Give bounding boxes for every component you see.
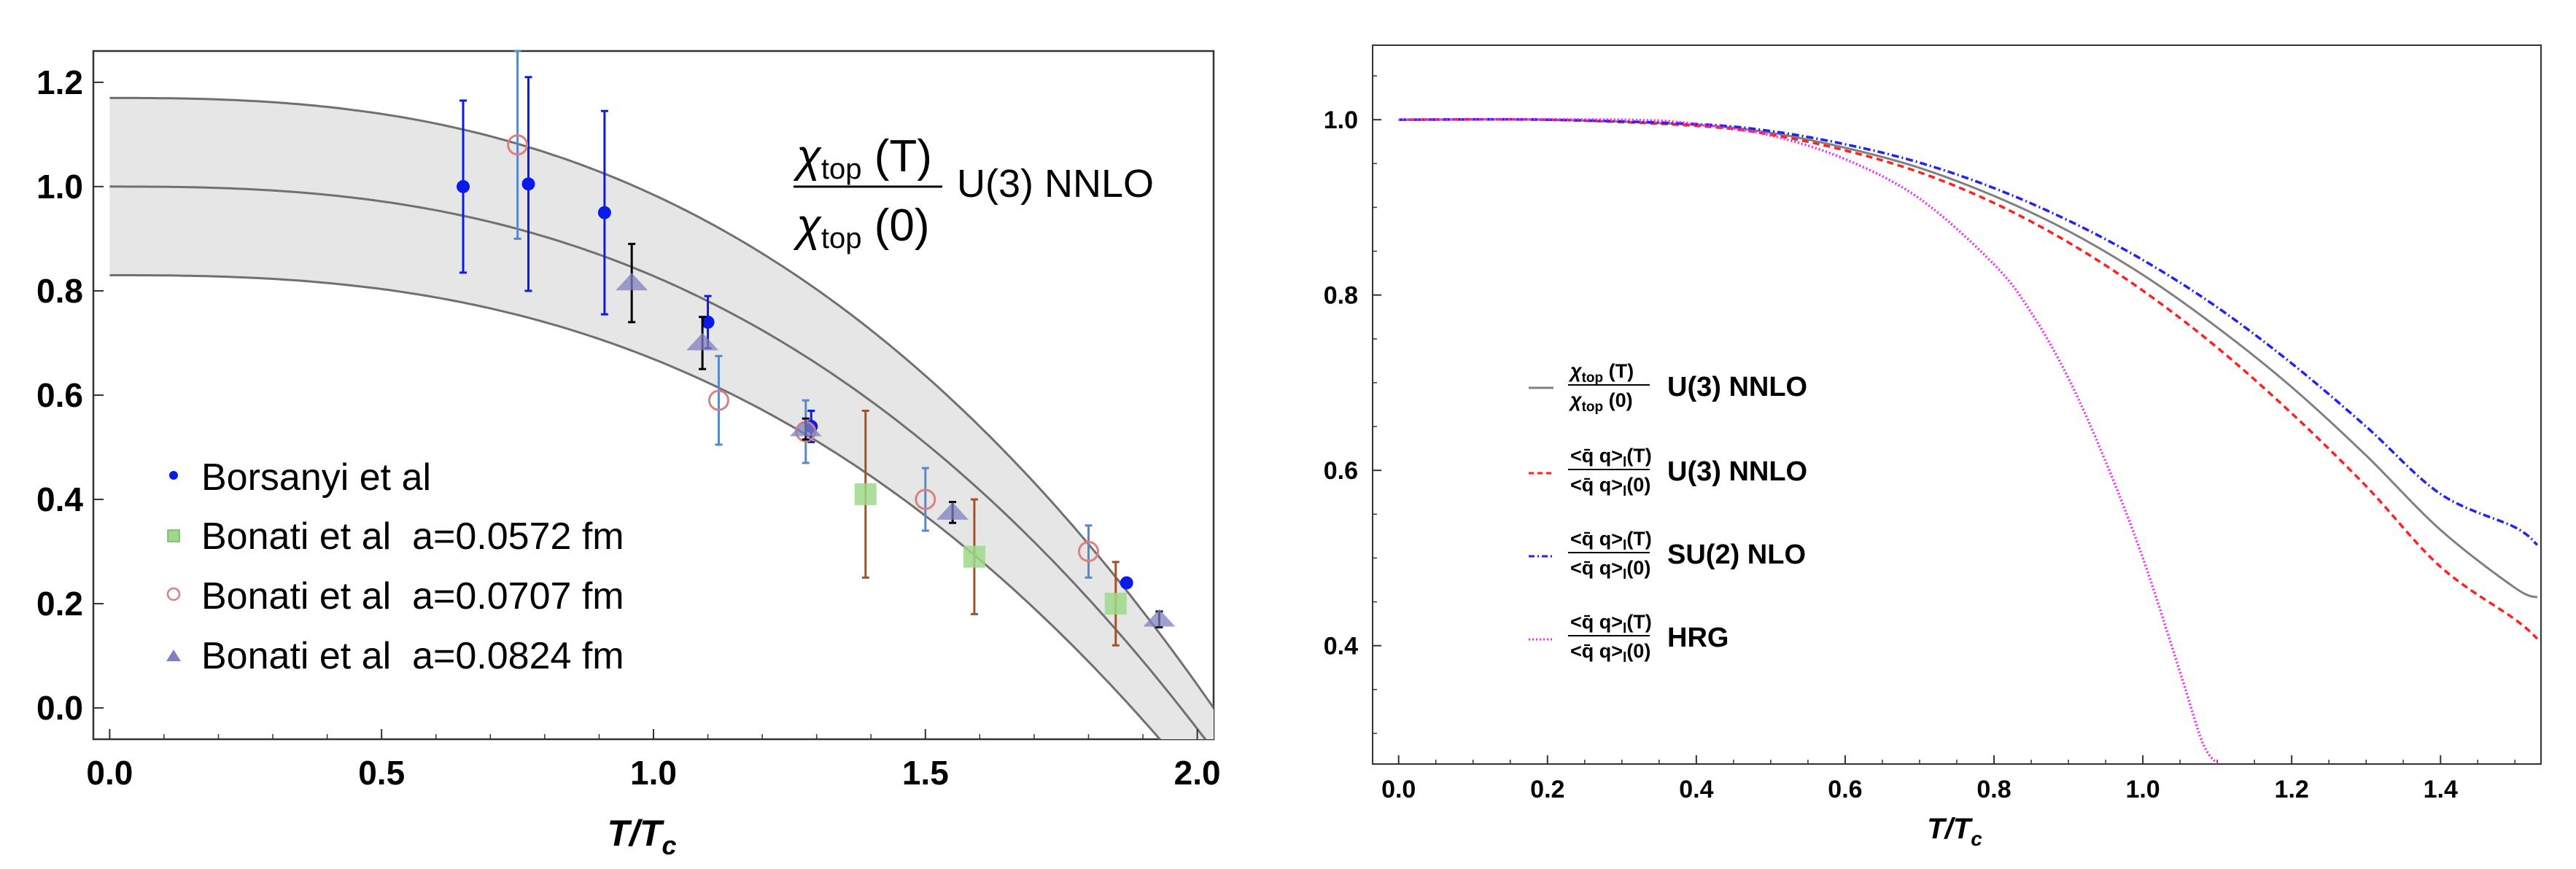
data-point-bonati-0824	[936, 502, 969, 520]
left-band-clip-group	[109, 96, 1214, 739]
legend-frac-den: <q̄ q>l(0)	[1570, 640, 1650, 666]
left-band-group	[109, 96, 1214, 739]
legend-frac-den: χtop (0)	[1568, 389, 1633, 415]
x-tick-label: 0.0	[1381, 776, 1416, 803]
annotation-denominator: χtop (0)	[793, 200, 929, 254]
data-point-bonati-0707	[1078, 541, 1100, 563]
right-plot-frame	[1372, 44, 2542, 765]
right-curves	[1398, 117, 2539, 764]
curve-condensate-hrg	[1398, 118, 2219, 764]
legend-label-bonati-0707: Bonati et al a=0.0707 fm	[201, 575, 624, 617]
data-point-borsanyi	[457, 179, 470, 193]
legend-label-hrg: HRG	[1667, 623, 1729, 653]
x-tick-label: 1.0	[2125, 776, 2160, 803]
data-point-borsanyi	[1120, 576, 1133, 590]
data-point-bonati-0707	[915, 488, 936, 510]
legend-item-chi-top: χtop (T) χtop (0) U(3) NNLO	[1529, 360, 1807, 415]
left-x-axis-label: T/Tc	[607, 813, 676, 860]
legend-label-bonati-0572: Bonati et al a=0.0572 fm	[201, 515, 624, 558]
right-legend: χtop (T) χtop (0) U(3) NNLO <q̄ q>l(T) <…	[1529, 360, 1807, 666]
left-annotation: χtop (T) χtop (0) U(3) NNLO	[793, 131, 1154, 254]
legend-frac-den: <q̄ q>l(0)	[1570, 557, 1650, 582]
band-lower-curve	[109, 274, 1162, 739]
data-point-bonati-0572	[963, 545, 985, 568]
legend-item-bonati-0707: Bonati et al a=0.0707 fm	[166, 575, 624, 617]
data-point-bonati-0824	[1143, 609, 1176, 627]
x-tick-label: 0.6	[1828, 776, 1862, 803]
legend-frac-num: χtop (T)	[1568, 360, 1634, 386]
right-curves-clip	[1398, 117, 2539, 764]
legend-label-su2-nlo: SU(2) NLO	[1667, 539, 1806, 570]
y-tick-label: 1.2	[36, 63, 83, 101]
legend-item-su2: <q̄ q>l(T) <q̄ q>l(0) SU(2) NLO	[1529, 528, 1806, 582]
curve-condensate-u3	[1398, 117, 2539, 640]
legend-label-u3-chi: U(3) NNLO	[1667, 372, 1807, 402]
left-legend: Borsanyi et al Bonati et al a=0.0572 fm …	[166, 456, 624, 677]
x-tick-label: 1.0	[630, 754, 677, 792]
legend-marker-open-circle	[166, 587, 181, 601]
y-tick-label: 0.4	[36, 480, 83, 518]
legend-frac-num: <q̄ q>l(T)	[1570, 445, 1652, 470]
curve-condensate-su2	[1398, 118, 2539, 546]
data-point-bonati-0824	[686, 332, 719, 351]
left-chart: 0.0 0.5 1.0 1.5 2.0 0.0 0.2 0.4 0.6 0.8 1.0 1.2 χto…	[36, 50, 1221, 860]
y-tick-label: 0.2	[36, 585, 83, 623]
x-tick-label: 1.5	[902, 754, 949, 792]
annotation-label: U(3) NNLO	[957, 162, 1154, 206]
band-fill	[109, 98, 1214, 739]
legend-item-u3-condensate: <q̄ q>l(T) <q̄ q>l(0) U(3) NNLO	[1529, 445, 1807, 499]
y-tick-label: 0.0	[36, 689, 83, 727]
band-upper-curve	[109, 96, 1214, 710]
x-tick-label: 1.4	[2424, 776, 2458, 803]
legend-label-borsanyi: Borsanyi et al	[201, 456, 431, 499]
x-tick-label: 0.2	[1530, 776, 1564, 803]
annotation-numerator: χtop (T)	[793, 131, 932, 185]
y-tick-label: 0.8	[1324, 282, 1358, 310]
data-point-bonati-0707	[707, 389, 729, 411]
x-tick-label: 0.8	[1976, 776, 2011, 803]
legend-frac-num: <q̄ q>l(T)	[1570, 611, 1652, 636]
y-tick-label: 1.0	[36, 168, 83, 206]
legend-marker-circle	[169, 471, 178, 480]
y-tick-label: 1.0	[1324, 106, 1358, 134]
legend-item-bonati-0824: Bonati et al a=0.0824 fm	[166, 635, 624, 677]
x-tick-label: 1.2	[2275, 776, 2309, 803]
legend-item-bonati-0572: Bonati et al a=0.0572 fm	[167, 515, 624, 558]
y-tick-label: 0.8	[36, 272, 83, 310]
right-axis-ticks: 0.0 0.2 0.4 0.6 0.8 1.0 1.2 1.4 0.4 0.6 0.8 1.0	[1324, 75, 2516, 803]
data-point-bonati-0572	[854, 483, 877, 505]
left-axis-ticks: 0.0 0.5 1.0 1.5 2.0 0.0 0.2 0.4 0.6 0.8 1.0 1.2	[36, 63, 1221, 792]
y-tick-label: 0.4	[1324, 633, 1358, 660]
right-x-axis-label: T/Tc	[1927, 813, 1982, 850]
legend-label-bonati-0824: Bonati et al a=0.0824 fm	[201, 635, 624, 677]
right-chart: 0.0 0.2 0.4 0.6 0.8 1.0 1.2 1.4 0.4 0.6 0.8 1.0 χto…	[1324, 44, 2542, 850]
legend-marker-triangle	[166, 650, 181, 661]
left-data-points	[457, 50, 1176, 647]
legend-frac-den: <q̄ q>l(0)	[1570, 474, 1650, 499]
band-center-curve	[109, 185, 1207, 739]
legend-marker-square	[167, 529, 180, 542]
legend-item-borsanyi: Borsanyi et al	[169, 456, 431, 499]
legend-frac-num: <q̄ q>l(T)	[1570, 528, 1652, 553]
data-point-borsanyi	[701, 315, 715, 329]
data-point-bonati-0572	[1104, 593, 1127, 615]
legend-label-u3-nnlo: U(3) NNLO	[1667, 456, 1807, 487]
y-tick-label: 0.6	[1324, 457, 1358, 485]
x-tick-label: 0.4	[1679, 776, 1713, 803]
legend-item-hrg: <q̄ q>l(T) <q̄ q>l(0) HRG	[1529, 611, 1729, 666]
data-point-bonati-0824	[616, 273, 648, 291]
curve-chi-top-u3	[1398, 118, 2538, 599]
data-point-bonati-0824	[789, 418, 822, 437]
y-tick-label: 0.6	[36, 376, 83, 414]
data-point-bonati-0707	[507, 134, 529, 156]
data-point-borsanyi	[597, 206, 611, 219]
x-tick-label: 0.0	[86, 754, 133, 792]
x-tick-label: 2.0	[1174, 754, 1221, 792]
data-point-borsanyi	[521, 177, 535, 191]
x-tick-label: 0.5	[358, 754, 405, 792]
